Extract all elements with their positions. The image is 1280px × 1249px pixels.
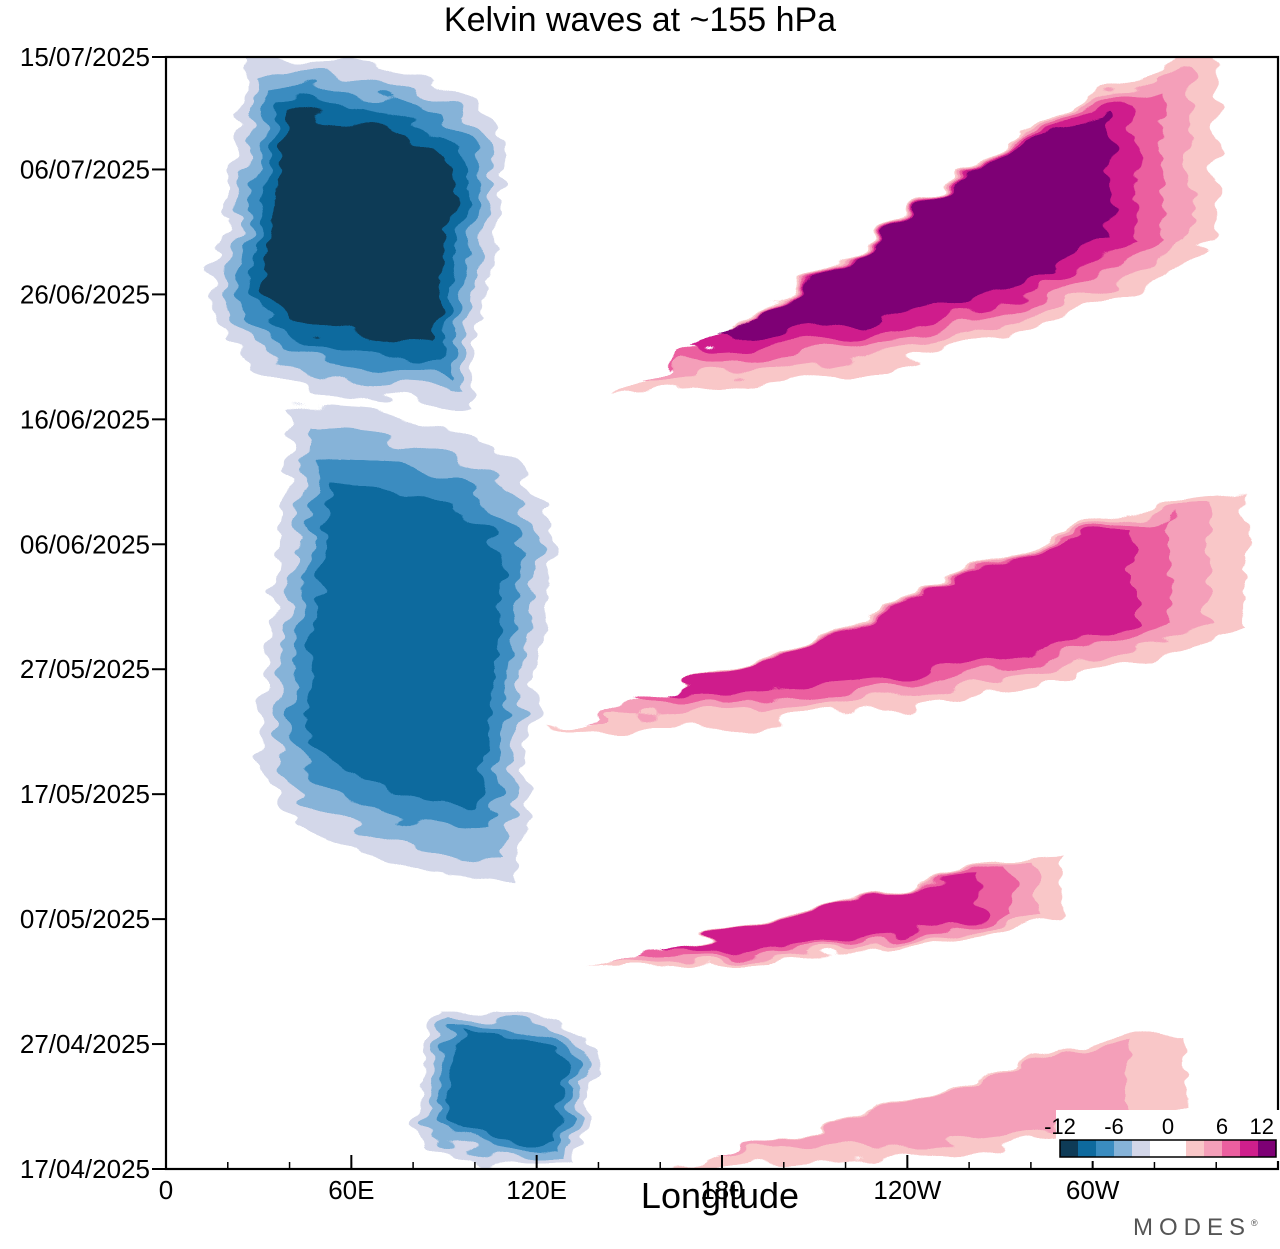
wave-band-7 xyxy=(660,1031,1186,1169)
colorbar-border xyxy=(1059,1139,1277,1158)
colorbar-swatch xyxy=(1060,1140,1079,1157)
contour-level-4 xyxy=(443,1033,568,1143)
colorbar-swatch xyxy=(1132,1140,1151,1157)
colorbar-swatch xyxy=(1258,1140,1277,1157)
colorbar-label: -12 xyxy=(1044,1114,1076,1139)
x-tick-label: 0 xyxy=(159,1175,173,1205)
x-tick-label: 60E xyxy=(328,1175,374,1205)
y-tick-label: 07/05/2025 xyxy=(20,904,150,934)
colorbar-swatch xyxy=(1240,1140,1259,1157)
registered-mark: ® xyxy=(1251,1218,1258,1228)
colorbar-swatch xyxy=(1150,1140,1169,1157)
x-axis: 0 60E 120E 180 120W 60W xyxy=(159,1155,1279,1205)
y-axis: 17/04/2025 27/04/2025 07/05/2025 17/05/2025… xyxy=(20,42,166,1184)
x-tick-label: 120E xyxy=(506,1175,567,1205)
colorbar-swatch xyxy=(1222,1140,1241,1157)
y-tick-label: 27/05/2025 xyxy=(20,654,150,684)
y-tick-label: 17/05/2025 xyxy=(20,779,150,809)
x-tick-label: 60W xyxy=(1066,1175,1120,1205)
modes-watermark: MODES® xyxy=(1133,1214,1258,1242)
wave-band-6 xyxy=(583,856,1062,970)
contour-level-4 xyxy=(661,875,983,951)
contour-level-4 xyxy=(666,533,1133,693)
colorbar-swatch xyxy=(1078,1140,1097,1157)
watermark-text: MODES xyxy=(1133,1214,1252,1241)
y-tick-label: 17/04/2025 xyxy=(20,1154,150,1184)
x-tick-label: 120W xyxy=(873,1175,941,1205)
chart-title: Kelvin waves at ~155 hPa xyxy=(443,1,837,39)
x-axis-label: Longitude xyxy=(640,1175,800,1216)
x-tick-label: 180 xyxy=(700,1175,743,1205)
y-tick-label: 06/06/2025 xyxy=(20,529,150,559)
y-tick-label: 27/04/2025 xyxy=(20,1029,150,1059)
contour-level-5 xyxy=(719,116,1111,335)
contour-level-2 xyxy=(717,1046,1128,1154)
colorbar-swatch xyxy=(1114,1140,1133,1157)
wave-band-4 xyxy=(613,57,1217,395)
colorbar-swatch xyxy=(1168,1140,1187,1157)
colorbar-swatch xyxy=(1204,1140,1223,1157)
y-tick-label: 26/06/2025 xyxy=(20,279,150,309)
wave-band-1 xyxy=(212,57,506,407)
colorbar-label: 0 xyxy=(1162,1114,1174,1139)
colorbar: -12 -6 0 6 12 xyxy=(1044,1110,1280,1161)
colorbar-swatch xyxy=(1096,1140,1115,1157)
colorbar-label: -6 xyxy=(1104,1114,1124,1139)
colorbar-swatch xyxy=(1186,1140,1205,1157)
y-tick-label: 15/07/2025 xyxy=(20,42,150,72)
colorbar-label: 6 xyxy=(1216,1114,1228,1139)
y-tick-label: 16/06/2025 xyxy=(20,404,150,434)
contour-field xyxy=(212,57,1248,1169)
contour-level-5 xyxy=(263,118,455,346)
wave-band-5 xyxy=(552,494,1248,732)
wave-band-3 xyxy=(413,1006,599,1169)
wave-band-2 xyxy=(258,406,553,882)
contour-level-4 xyxy=(307,485,504,804)
y-tick-label: 06/07/2025 xyxy=(20,154,150,184)
colorbar-label: 12 xyxy=(1250,1114,1274,1139)
